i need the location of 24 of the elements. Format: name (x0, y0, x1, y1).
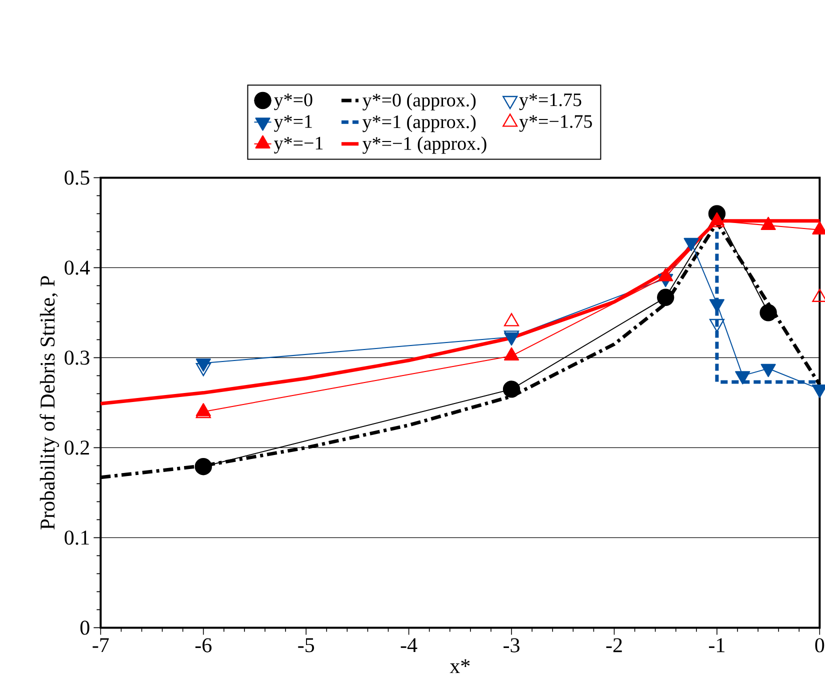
y-tick-label: 0 (80, 620, 90, 635)
y-tick-label: 0.4 (64, 260, 90, 275)
y-tick-label: 0.5 (64, 170, 90, 185)
legend-label: y*=1 (274, 115, 312, 132)
x-tick-label: -6 (195, 638, 212, 652)
x-tick-label: -5 (298, 638, 314, 652)
legend-label: y*=0 (274, 93, 312, 110)
legend-label: y*=1.75 (519, 93, 582, 110)
y-tick-label: 0.2 (64, 440, 89, 455)
x-tick-label: -7 (92, 638, 109, 652)
x-tick-label: -3 (504, 638, 520, 652)
y-tick-label: 0.1 (64, 530, 89, 545)
legend-label: y*=0 (approx.) (362, 93, 476, 110)
x-tick-label: -2 (606, 638, 622, 652)
legend-label: y*=−1 (approx.) (362, 136, 486, 154)
y-tick-label: 0.3 (64, 350, 90, 365)
x-tick-label: -4 (400, 638, 418, 652)
x-axis-title: x* (450, 659, 470, 674)
legend-label: y*=1 (approx.) (362, 114, 476, 132)
legend-label: y*=−1 (274, 136, 323, 154)
legend-label: y*=−1.75 (519, 115, 592, 132)
x-tick-label: 0 (815, 638, 824, 652)
y-axis-title: Probability of Debris Strike, P (40, 276, 60, 530)
x-tick-label: -1 (708, 638, 724, 652)
